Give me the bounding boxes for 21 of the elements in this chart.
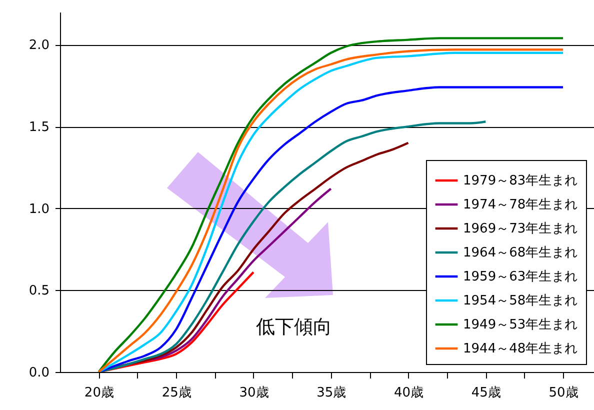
annotation: 低下傾向 bbox=[256, 315, 332, 340]
y-tick-label: 2.0 bbox=[28, 38, 50, 54]
y-tick-label: 0.0 bbox=[28, 366, 50, 380]
x-tick-label: 35歳 bbox=[316, 386, 346, 400]
legend-label: 1949～53年生まれ bbox=[463, 318, 578, 332]
y-tick-label: 1.0 bbox=[28, 202, 50, 217]
x-tick-label: 40歳 bbox=[394, 386, 424, 400]
x-tick-label: 20歳 bbox=[84, 386, 114, 400]
legend-label: 1964～68年生まれ bbox=[463, 246, 578, 260]
x-tick-label: 45歳 bbox=[471, 386, 501, 400]
legend-label: 1969～73年生まれ bbox=[463, 222, 578, 236]
y-tick-label: 0.5 bbox=[28, 284, 50, 299]
legend-label: 1979～83年生まれ bbox=[463, 174, 578, 188]
y-tick-label: 1.5 bbox=[28, 120, 50, 136]
legend-label: 1974～78年生まれ bbox=[463, 198, 578, 212]
legend-label: 1959～63年生まれ bbox=[463, 270, 578, 284]
x-tick-label: 30歳 bbox=[239, 386, 269, 400]
legend-label: 1944～48年生まれ bbox=[463, 342, 578, 356]
x-tick-label: 25歳 bbox=[162, 386, 192, 400]
legend-label: 1954～58年生まれ bbox=[463, 294, 578, 308]
x-tick-label: 50歳 bbox=[548, 386, 578, 400]
